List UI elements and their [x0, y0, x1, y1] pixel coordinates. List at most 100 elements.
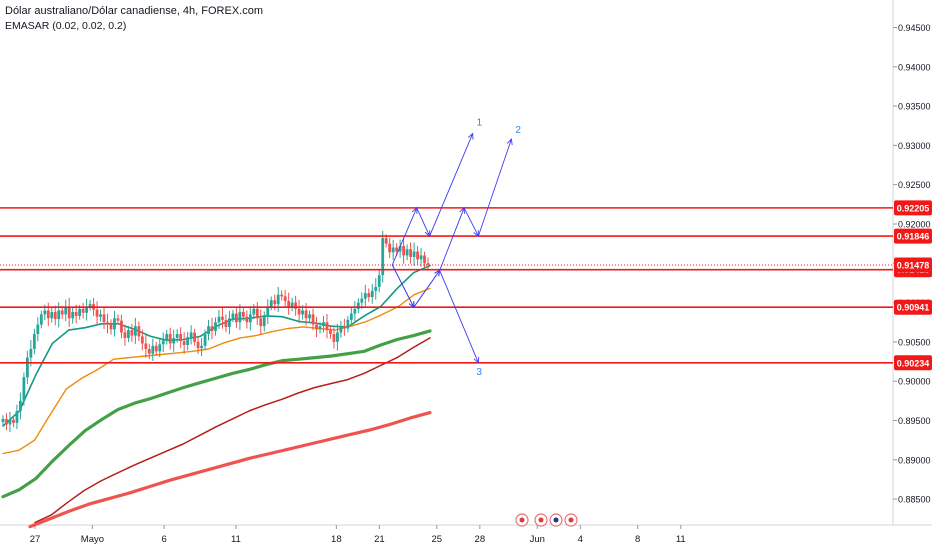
x-tick-label: 21 [374, 534, 385, 545]
candle-body [57, 310, 61, 320]
candle-body [266, 306, 270, 317]
x-tick-label: 4 [578, 534, 583, 545]
candle-body [175, 334, 179, 338]
candle-body [60, 310, 64, 315]
y-tick-label: 0.92500 [898, 180, 931, 190]
candle-body [262, 316, 266, 327]
candle-body [168, 334, 172, 344]
ema-darkred-line [34, 337, 431, 524]
candle-body [43, 310, 47, 315]
candle-body [74, 312, 78, 316]
candle-body [147, 348, 151, 354]
candle-body [228, 318, 231, 327]
candle-body [374, 286, 378, 291]
candle-body [172, 337, 176, 344]
x-tick-label: 6 [162, 534, 167, 545]
forecast-arrowhead [473, 230, 479, 238]
candle-body [318, 326, 322, 330]
candle-body [116, 318, 120, 321]
candle-body [322, 322, 325, 327]
candle-body [409, 249, 412, 257]
current-price-tag [894, 257, 932, 273]
forecast-arrowhead [473, 356, 480, 364]
candle-body [325, 322, 329, 331]
candle-body [269, 300, 273, 307]
candle-body [154, 345, 158, 352]
price-level-label: 0.91846 [897, 232, 930, 242]
candle-body [231, 313, 235, 319]
candle-body [283, 296, 287, 302]
candle-body [416, 251, 419, 260]
ema-green-line [1, 329, 432, 499]
event-flag-dot [553, 517, 559, 523]
candle-body [287, 301, 291, 307]
forecast-arrowhead [459, 206, 465, 214]
candle-body [182, 341, 186, 346]
candle-body [329, 330, 332, 335]
y-tick-label: 0.92000 [898, 219, 931, 229]
candle-body [193, 332, 196, 342]
price-level-tag [894, 355, 932, 371]
y-tick-label: 0.93000 [898, 141, 931, 151]
candle-body [64, 306, 68, 315]
candle-body [81, 308, 85, 313]
candle-body [203, 334, 207, 346]
candle-body [196, 341, 200, 349]
candle-body [78, 308, 82, 316]
x-tick-label: 11 [231, 534, 241, 545]
price-level-label: 0.90941 [897, 303, 930, 313]
candle-body [15, 411, 19, 423]
candle-body [255, 308, 259, 319]
candle-body [241, 312, 245, 317]
forecast-label: 1 [477, 118, 483, 129]
x-tick-label: 8 [635, 534, 640, 545]
candle-body [161, 340, 165, 345]
price-level-tag [894, 200, 932, 216]
candle-body [29, 348, 33, 358]
candle-body [207, 326, 210, 335]
forecast-arrowhead [467, 132, 474, 140]
forecast-path[interactable] [391, 133, 474, 266]
event-flag-dot [568, 517, 574, 523]
candle-body [106, 322, 109, 325]
candle-body [370, 290, 374, 298]
candle-body [336, 332, 339, 342]
candle-body [301, 310, 304, 315]
forecast-path[interactable] [391, 264, 479, 363]
candle-body [186, 337, 190, 346]
candle-body [151, 345, 155, 354]
candle-body [99, 314, 102, 317]
ema-orange-line [2, 287, 431, 455]
candle-body [235, 313, 238, 323]
candle-body [360, 298, 364, 303]
event-flag-dot [519, 517, 525, 523]
candle-body [419, 255, 423, 260]
candle-body [308, 314, 311, 319]
y-tick-label: 0.90500 [898, 337, 931, 347]
candle-body [102, 314, 106, 323]
candle-body [189, 332, 193, 338]
candle-body [133, 326, 137, 336]
candle-body [426, 263, 430, 265]
indicator-legend: EMASAR (0.02, 0.02, 0.2) [5, 20, 127, 32]
candle-body [315, 324, 318, 330]
y-tick-label: 0.94000 [898, 62, 931, 72]
forecast-label: 3 [476, 367, 482, 378]
current-price-label: 0.91478 [897, 261, 930, 271]
x-tick-label: 27 [30, 534, 41, 545]
price-level-label: 0.92205 [897, 203, 930, 213]
candle-body [221, 316, 224, 320]
candle-body [1, 418, 5, 423]
candle-body [349, 313, 353, 320]
candle-body [200, 345, 203, 349]
candle-body [123, 332, 127, 338]
candle-body [8, 419, 12, 425]
candle-body [32, 334, 36, 349]
x-tick-label: 25 [432, 534, 443, 545]
candle-body [158, 344, 162, 352]
candle-body [5, 418, 8, 425]
candle-body [39, 314, 43, 325]
x-tick-label: 18 [331, 534, 342, 545]
